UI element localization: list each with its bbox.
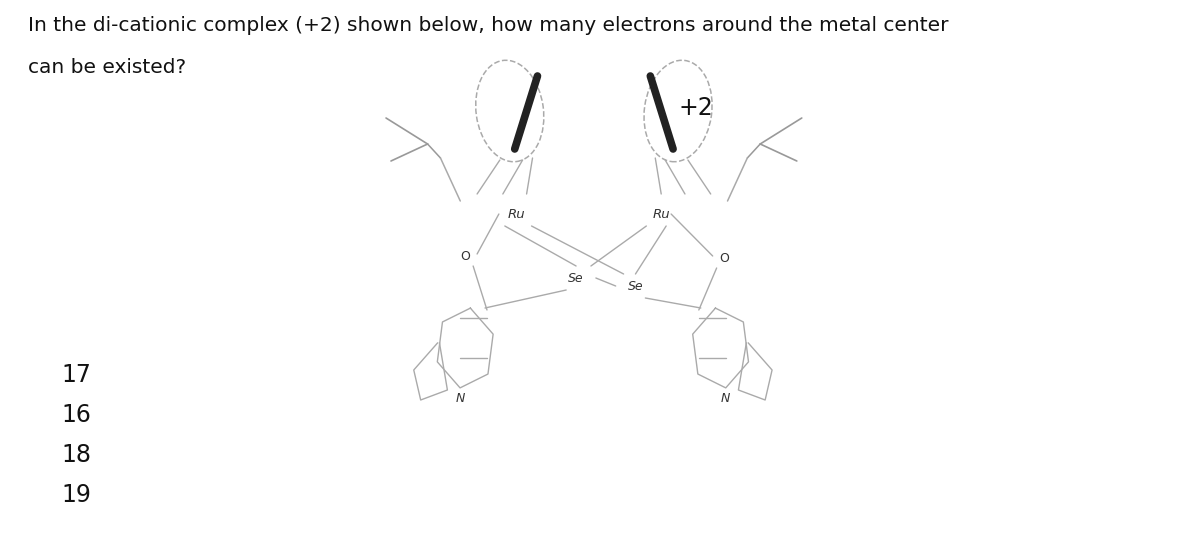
Text: 16: 16: [61, 403, 91, 427]
Text: 19: 19: [61, 483, 91, 507]
Text: Se: Se: [569, 272, 584, 284]
Text: 17: 17: [61, 363, 91, 387]
Text: N: N: [721, 392, 731, 404]
Text: 18: 18: [61, 443, 91, 467]
Text: O: O: [461, 250, 470, 262]
Text: +2: +2: [678, 96, 713, 120]
Text: In the di-cationic complex (+2) shown below, how many electrons around the metal: In the di-cationic complex (+2) shown be…: [28, 16, 948, 35]
Text: N: N: [456, 392, 464, 404]
Text: Se: Se: [628, 279, 643, 293]
Text: O: O: [720, 251, 730, 264]
Text: Ru: Ru: [653, 208, 670, 220]
Text: Ru: Ru: [508, 208, 526, 220]
Text: can be existed?: can be existed?: [28, 58, 186, 77]
